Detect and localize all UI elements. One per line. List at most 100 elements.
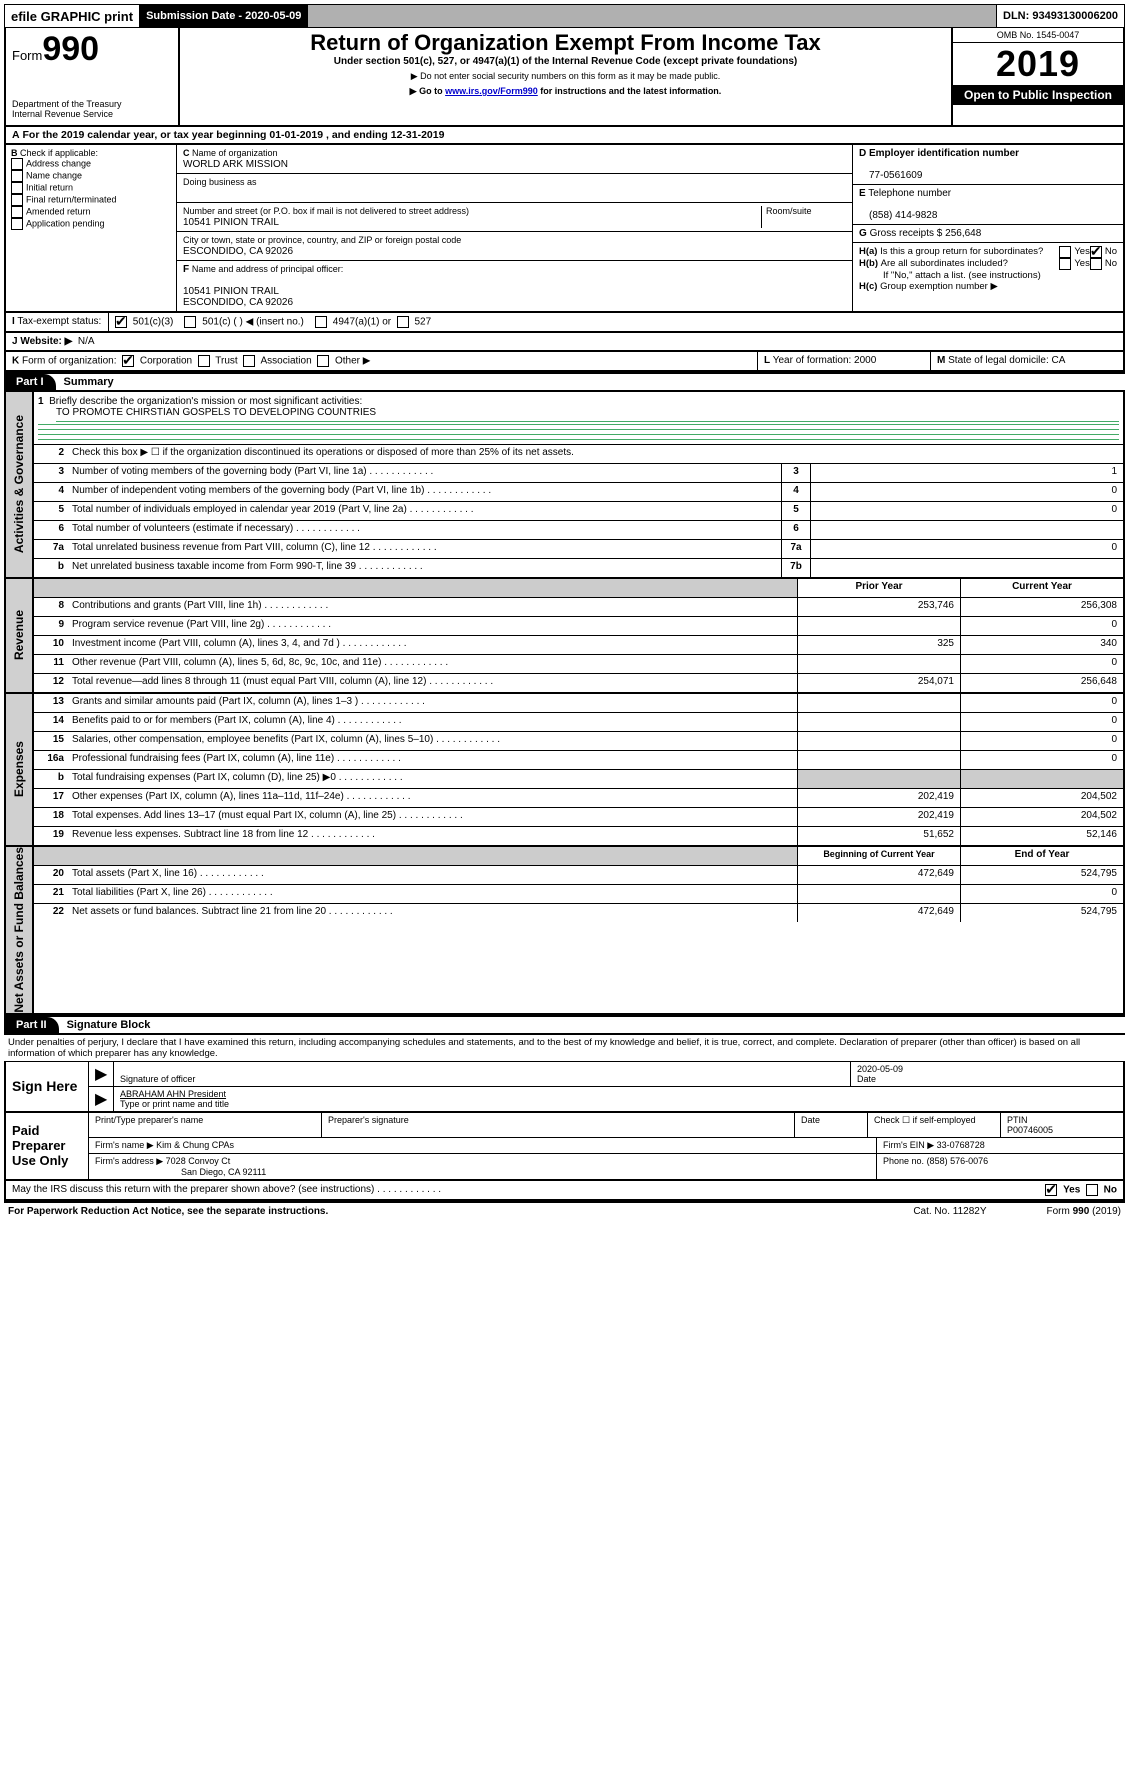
firm-ein-label: Firm's EIN ▶ bbox=[883, 1140, 934, 1150]
firm-name-label: Firm's name ▶ bbox=[95, 1140, 154, 1150]
mission-label: Briefly describe the organization's miss… bbox=[49, 396, 362, 407]
addr-label: Number and street (or P.O. box if mail i… bbox=[183, 206, 469, 216]
checkbox-ha-yes[interactable] bbox=[1059, 246, 1071, 258]
form990-link[interactable]: www.irs.gov/Form990 bbox=[445, 86, 538, 96]
h-b-label: Are all subordinates included? bbox=[881, 258, 1060, 270]
line-15: 15Salaries, other compensation, employee… bbox=[34, 732, 1123, 751]
col-current-year: Current Year bbox=[960, 579, 1123, 597]
line-11: 11Other revenue (Part VIII, column (A), … bbox=[34, 655, 1123, 674]
line-14: 14Benefits paid to or for members (Part … bbox=[34, 713, 1123, 732]
checkbox-other[interactable] bbox=[317, 355, 329, 367]
checkbox-initial-return[interactable] bbox=[11, 182, 23, 194]
part-i-header: Part I bbox=[4, 374, 56, 390]
line-7a: 7aTotal unrelated business revenue from … bbox=[34, 540, 1123, 559]
line-8: 8Contributions and grants (Part VIII, li… bbox=[34, 598, 1123, 617]
type-name-label: Type or print name and title bbox=[120, 1099, 229, 1109]
checkbox-corp[interactable] bbox=[122, 355, 134, 367]
efile-label[interactable]: efile GRAPHIC print bbox=[5, 5, 140, 27]
org-name-label: Name of organization bbox=[192, 148, 278, 158]
checkbox-assoc[interactable] bbox=[243, 355, 255, 367]
checkbox-discuss-no[interactable] bbox=[1086, 1184, 1098, 1196]
checkbox-527[interactable] bbox=[397, 316, 409, 328]
checkbox-hb-no[interactable] bbox=[1090, 258, 1102, 270]
tab-netassets: Net Assets or Fund Balances bbox=[6, 847, 34, 1013]
phone-value: (858) 414-9828 bbox=[859, 210, 937, 221]
row-a-period: A For the 2019 calendar year, or tax yea… bbox=[4, 127, 1125, 145]
sign-here-block: Sign Here ▶ Signature of officer 2020-05… bbox=[4, 1061, 1125, 1113]
note-ssn: Do not enter social security numbers on … bbox=[420, 71, 720, 81]
prep-name-label: Print/Type preparer's name bbox=[89, 1113, 322, 1137]
tab-governance: Activities & Governance bbox=[6, 392, 34, 577]
ein-value: 77-0561609 bbox=[859, 170, 922, 181]
tab-revenue: Revenue bbox=[6, 579, 34, 692]
form-number: Form990 bbox=[12, 30, 172, 69]
tax-year: 2019 bbox=[953, 43, 1123, 85]
checkbox-trust[interactable] bbox=[198, 355, 210, 367]
check-self-employed[interactable]: Check ☐ if self-employed bbox=[868, 1113, 1001, 1137]
checkbox-discuss-yes[interactable] bbox=[1045, 1184, 1057, 1196]
street-address: 10541 PINION TRAIL bbox=[183, 217, 279, 228]
firm-ein: 33-0768728 bbox=[937, 1140, 985, 1150]
checkbox-4947[interactable] bbox=[315, 316, 327, 328]
checkbox-address-change[interactable] bbox=[11, 158, 23, 170]
governance-block: Activities & Governance 1 Briefly descri… bbox=[4, 390, 1125, 579]
discuss-row: May the IRS discuss this return with the… bbox=[4, 1181, 1125, 1201]
sign-here-label: Sign Here bbox=[6, 1062, 89, 1111]
gross-receipts: 256,648 bbox=[945, 228, 981, 239]
revenue-block: Revenue Prior YearCurrent Year 8Contribu… bbox=[4, 579, 1125, 694]
line-16a: 16aProfessional fundraising fees (Part I… bbox=[34, 751, 1123, 770]
perjury-statement: Under penalties of perjury, I declare th… bbox=[4, 1033, 1125, 1061]
prep-date-label: Date bbox=[795, 1113, 868, 1137]
line-4: 4Number of independent voting members of… bbox=[34, 483, 1123, 502]
h-a-label: Is this a group return for subordinates? bbox=[880, 246, 1059, 258]
mission-text: TO PROMOTE CHIRSTIAN GOSPELS TO DEVELOPI… bbox=[56, 407, 1119, 422]
firm-phone: (858) 576-0076 bbox=[927, 1156, 989, 1166]
dln-label: DLN: 93493130006200 bbox=[997, 5, 1124, 27]
footer: For Paperwork Reduction Act Notice, see … bbox=[4, 1201, 1125, 1220]
dba-label: Doing business as bbox=[183, 177, 257, 187]
form-footer-label: Form 990 (2019) bbox=[1047, 1206, 1121, 1217]
checkbox-hb-yes[interactable] bbox=[1059, 258, 1071, 270]
checkbox-name-change[interactable] bbox=[11, 170, 23, 182]
firm-addr1: 7028 Convoy Ct bbox=[166, 1156, 231, 1166]
line-6: 6Total number of volunteers (estimate if… bbox=[34, 521, 1123, 540]
check-applicable-label: Check if applicable: bbox=[20, 148, 98, 158]
paid-preparer-label: Paid Preparer Use Only bbox=[6, 1113, 89, 1179]
city-label: City or town, state or province, country… bbox=[183, 235, 461, 245]
submission-date: Submission Date - 2020-05-09 bbox=[140, 5, 308, 27]
ein-label: Employer identification number bbox=[869, 148, 1019, 159]
sig-date-label: Date bbox=[857, 1074, 876, 1084]
line-9: 9Program service revenue (Part VIII, lin… bbox=[34, 617, 1123, 636]
gross-label: Gross receipts $ bbox=[870, 228, 943, 239]
website-label: Website: ▶ bbox=[20, 336, 72, 347]
line-18: 18Total expenses. Add lines 13–17 (must … bbox=[34, 808, 1123, 827]
form-990-number: 990 bbox=[42, 30, 99, 68]
line-22: 22Net assets or fund balances. Subtract … bbox=[34, 904, 1123, 922]
h-c-label: Group exemption number ▶ bbox=[880, 281, 998, 292]
checkbox-ha-no[interactable] bbox=[1090, 246, 1102, 258]
line-20: 20Total assets (Part X, line 16)472,6495… bbox=[34, 866, 1123, 885]
ptin-value: P00746005 bbox=[1007, 1125, 1053, 1135]
line-19: 19Revenue less expenses. Subtract line 1… bbox=[34, 827, 1123, 845]
checkbox-501c3[interactable] bbox=[115, 316, 127, 328]
checkbox-application-pending[interactable] bbox=[11, 218, 23, 230]
line-10: 10Investment income (Part VIII, column (… bbox=[34, 636, 1123, 655]
checkbox-501c[interactable] bbox=[184, 316, 196, 328]
phone-label: Telephone number bbox=[868, 188, 951, 199]
irs-label: Internal Revenue Service bbox=[12, 109, 172, 119]
state-domicile: State of legal domicile: CA bbox=[948, 355, 1065, 366]
website-value: N/A bbox=[78, 336, 95, 347]
city-state-zip: ESCONDIDO, CA 92026 bbox=[183, 246, 293, 257]
h-b-note: If "No," attach a list. (see instruction… bbox=[859, 270, 1117, 281]
checkbox-final-return[interactable] bbox=[11, 194, 23, 206]
room-label: Room/suite bbox=[766, 206, 812, 216]
part-i-bar: Part I Summary bbox=[4, 372, 1125, 390]
top-bar: efile GRAPHIC print Submission Date - 20… bbox=[4, 4, 1125, 28]
form-subtitle: Under section 501(c), 527, or 4947(a)(1)… bbox=[186, 56, 945, 67]
form-title: Return of Organization Exempt From Incom… bbox=[186, 30, 945, 56]
checkbox-amended[interactable] bbox=[11, 206, 23, 218]
form-org-label: Form of organization: bbox=[22, 356, 117, 367]
pra-notice: For Paperwork Reduction Act Notice, see … bbox=[8, 1206, 328, 1217]
firm-addr-label: Firm's address ▶ bbox=[95, 1156, 163, 1166]
prep-sig-label: Preparer's signature bbox=[322, 1113, 795, 1137]
